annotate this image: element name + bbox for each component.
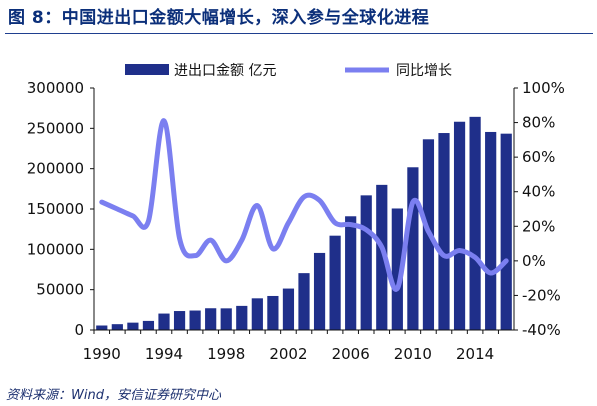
x-tick-label: 1998 xyxy=(207,345,245,363)
left-tick-label: 0 xyxy=(74,321,84,339)
right-tick-label: 60% xyxy=(522,148,555,166)
right-tick-label: 80% xyxy=(522,114,555,132)
bar-2006 xyxy=(345,216,357,330)
bar-1991 xyxy=(111,324,123,330)
bar-1996 xyxy=(189,310,201,330)
growth-line xyxy=(99,118,509,292)
left-tick-label: 250000 xyxy=(27,119,84,137)
right-tick-label: 20% xyxy=(522,217,555,235)
legend: 进出口金额 亿元 同比增长 xyxy=(125,63,452,79)
left-tick-label: 200000 xyxy=(27,160,84,178)
bar-2016 xyxy=(500,133,512,330)
legend-bar-label: 进出口金额 亿元 xyxy=(174,63,276,79)
bar-1994 xyxy=(158,313,170,330)
bar-2008 xyxy=(376,184,388,330)
bar-1990 xyxy=(96,325,108,330)
bar-2013 xyxy=(453,121,466,331)
bar-1993 xyxy=(142,320,155,330)
left-tick-label: 50000 xyxy=(36,281,84,299)
left-tick-label: 100000 xyxy=(27,240,84,258)
x-tick-label: 1994 xyxy=(145,345,183,363)
bar-2015 xyxy=(485,131,497,330)
bar-2002 xyxy=(282,288,295,330)
bar-2003 xyxy=(298,273,310,330)
legend-bar-swatch xyxy=(125,64,169,75)
bar-1997 xyxy=(205,308,217,330)
right-tick-label: -40% xyxy=(522,321,561,339)
legend-line-label: 同比增长 xyxy=(396,63,452,79)
x-tick-label: 2002 xyxy=(269,345,307,363)
bar-2007 xyxy=(360,195,372,330)
left-tick-label: 300000 xyxy=(27,79,84,97)
x-tick-label: 2014 xyxy=(456,345,494,363)
left-tick-label: 150000 xyxy=(27,200,84,218)
bar-2000 xyxy=(251,298,263,330)
right-tick-label: 100% xyxy=(522,79,565,97)
source-note: 资料来源：Wind，安信证券研究中心 xyxy=(6,388,221,403)
bar-1992 xyxy=(127,322,139,330)
bar-1999 xyxy=(236,305,248,330)
bar-2009 xyxy=(391,208,403,330)
x-tick-label: 2010 xyxy=(394,345,432,363)
bar-2005 xyxy=(329,235,341,330)
right-tick-label: 40% xyxy=(522,183,555,201)
bar-2004 xyxy=(313,252,326,330)
figure-title: 图 8：中国进出口金额大幅增长，深入参与全球化进程 xyxy=(8,8,430,28)
bar-1995 xyxy=(173,311,186,330)
bar-1998 xyxy=(220,308,232,330)
x-tick-label: 1990 xyxy=(83,345,121,363)
right-tick-label: 0% xyxy=(522,252,546,270)
right-tick-label: -20% xyxy=(522,286,561,304)
bar-2012 xyxy=(438,133,450,330)
bar-2010 xyxy=(407,167,419,330)
bar-2001 xyxy=(267,295,279,330)
title-divider xyxy=(5,33,593,34)
x-tick-label: 2006 xyxy=(332,345,370,363)
bar-2014 xyxy=(469,116,481,330)
